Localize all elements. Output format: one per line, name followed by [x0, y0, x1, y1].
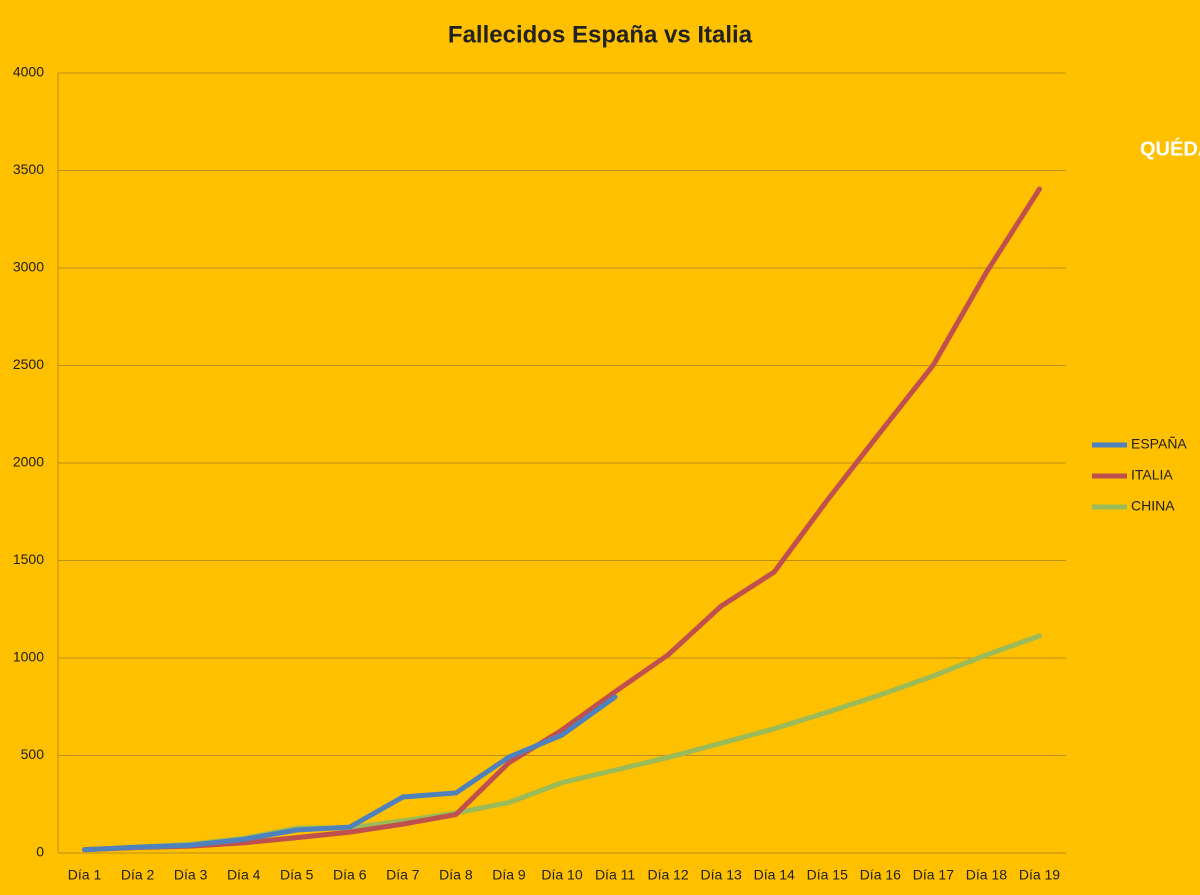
y-tick-label: 4000	[13, 64, 44, 80]
x-tick-label: Día 12	[647, 867, 688, 883]
x-tick-label: Día 8	[439, 867, 473, 883]
x-tick-label: Día 3	[174, 867, 208, 883]
y-tick-label: 2500	[13, 356, 44, 372]
x-tick-label: Día 4	[227, 867, 261, 883]
x-tick-label: Día 11	[595, 867, 635, 883]
x-tick-label: Día 9	[492, 867, 526, 883]
chart-title: Fallecidos España vs Italia	[448, 21, 753, 48]
x-tick-label: Día 2	[121, 867, 155, 883]
y-tick-label: 1500	[13, 551, 44, 567]
series-line	[82, 633, 1042, 853]
x-tick-label: Día 10	[541, 867, 582, 883]
series-line	[82, 186, 1042, 853]
x-tick-label: Día 7	[386, 867, 420, 883]
x-tick-label: Día 16	[860, 867, 901, 883]
annotation: QUÉDAT	[1140, 137, 1200, 160]
x-tick-label: Día 6	[333, 867, 367, 883]
y-tick-label: 0	[36, 844, 44, 860]
x-tick-label: Día 1	[68, 867, 102, 883]
legend-label: CHINA	[1131, 498, 1175, 514]
series-line	[82, 694, 618, 853]
legend-label: ITALIA	[1131, 467, 1173, 483]
x-tick-label: Día 14	[754, 867, 795, 883]
x-tick-label: Día 5	[280, 867, 314, 883]
y-tick-label: 2000	[13, 454, 44, 470]
x-tick-label: Día 18	[966, 867, 1007, 883]
legend-label: ESPAÑA	[1131, 436, 1187, 452]
y-tick-label: 500	[21, 746, 45, 762]
x-tick-label: Día 17	[913, 867, 954, 883]
x-tick-label: Día 13	[701, 867, 742, 883]
x-tick-label: Día 19	[1019, 867, 1060, 883]
y-tick-label: 3000	[13, 259, 44, 275]
y-tick-label: 1000	[13, 649, 44, 665]
x-tick-label: Día 15	[807, 867, 848, 883]
y-tick-label: 3500	[13, 161, 44, 177]
